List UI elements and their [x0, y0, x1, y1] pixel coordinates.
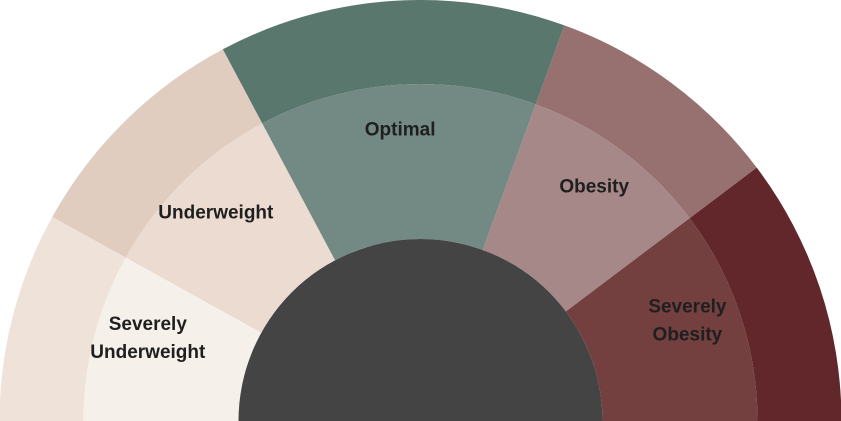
inner-segment-obesity: [482, 104, 690, 312]
inner-segment-underweight: [125, 123, 336, 333]
label-underweight-line-1: Underweight: [158, 203, 274, 224]
inner-segment-severely-obesity: [565, 218, 758, 421]
center-disc: [238, 239, 603, 421]
label-underweight: Underweight: [158, 203, 274, 224]
label-obesity-line-1: Obesity: [559, 176, 629, 197]
outer-segment-underweight: [52, 49, 263, 258]
label-severely-obesity-line-2: Obesity: [653, 324, 723, 345]
label-optimal-line-1: Optimal: [365, 120, 436, 141]
label-severely-obesity-line-1: Severely: [648, 296, 727, 317]
label-obesity: Obesity: [559, 176, 629, 197]
outer-segment-severely-obesity: [689, 167, 841, 421]
inner-segment-severely-underweight: [83, 257, 262, 421]
outer-segment-severely-underweight: [0, 216, 126, 421]
outer-segment-obesity: [535, 25, 757, 219]
outer-segment-optimal: [222, 0, 565, 124]
inner-ring: [83, 83, 758, 421]
label-severely-obesity: Severely Obesity: [648, 296, 727, 345]
label-severely-underweight-line-2: Underweight: [90, 342, 206, 363]
segment-labels: Severely Underweight Underweight Optimal Obe…: [90, 120, 727, 363]
label-severely-underweight-line-1: Severely: [109, 314, 188, 335]
label-optimal: Optimal: [365, 120, 436, 141]
label-severely-underweight: Severely Underweight: [90, 314, 206, 363]
inner-segment-optimal: [262, 83, 536, 261]
